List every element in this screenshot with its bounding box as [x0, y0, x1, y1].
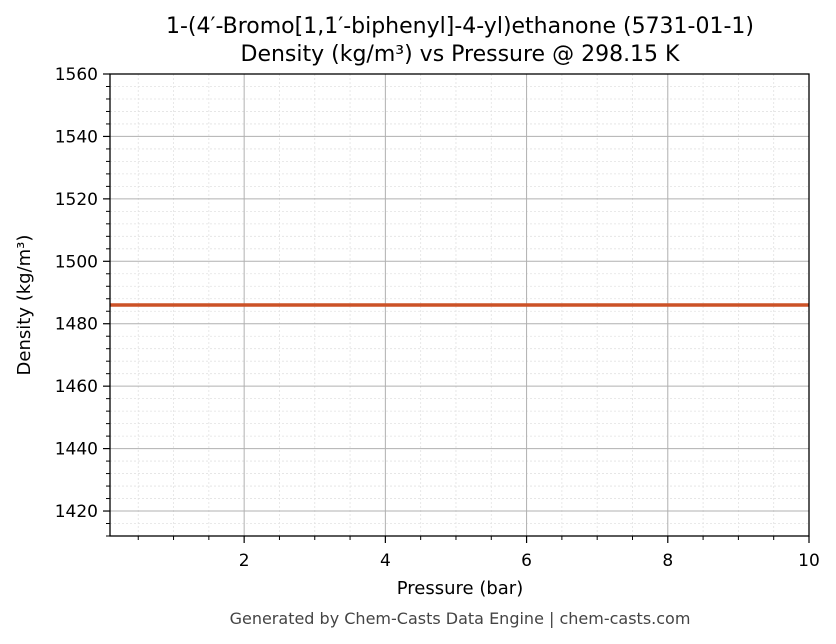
x-tick-label: 6 [521, 551, 532, 571]
y-tick-label: 1440 [55, 440, 98, 460]
x-tick-label: 10 [798, 551, 820, 571]
plot-area-frame [109, 73, 810, 537]
x-axis-label: Pressure (bar) [397, 578, 523, 599]
y-tick-label: 1500 [55, 252, 98, 272]
axis-ticks [103, 73, 810, 543]
minor-grid [110, 74, 809, 537]
y-tick-label: 1480 [55, 315, 98, 335]
y-tick-label: 1560 [55, 65, 98, 85]
y-tick-label: 1460 [55, 377, 98, 397]
x-tick-label: 8 [662, 551, 673, 571]
footer-credit: Generated by Chem-Casts Data Engine | ch… [230, 609, 691, 628]
x-tick-label: 4 [380, 551, 391, 571]
y-tick-label: 1520 [55, 190, 98, 210]
chart-title: 1-(4′-Bromo[1,1′-biphenyl]-4-yl)ethanone… [166, 14, 754, 39]
tick-labels: 2 4 6 8 10 1420 1440 1460 1480 1500 1520 1540 1560 [55, 65, 820, 571]
x-tick-label: 2 [239, 551, 250, 571]
y-tick-label: 1540 [55, 127, 98, 147]
y-axis-label: Density (kg/m³) [14, 235, 35, 376]
chart-subtitle: Density (kg/m³) vs Pressure @ 298.15 K [241, 42, 681, 67]
y-tick-label: 1420 [55, 502, 98, 522]
